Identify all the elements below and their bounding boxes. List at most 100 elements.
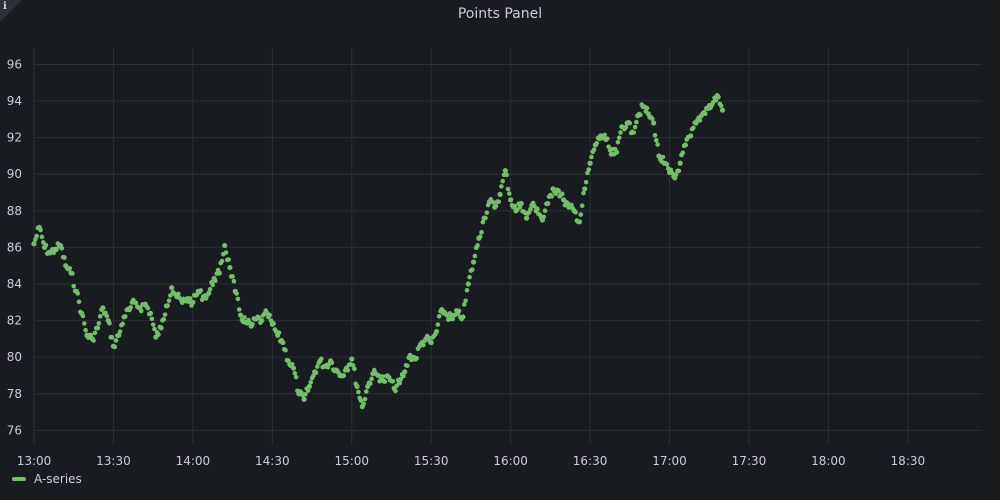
x-tick-label: 15:30: [414, 454, 449, 468]
data-point-jitter: [414, 356, 419, 361]
data-point: [306, 383, 312, 390]
data-point-jitter: [234, 291, 239, 296]
data-point-jitter: [82, 321, 87, 326]
data-point-jitter: [83, 327, 88, 333]
data-point-jitter: [156, 332, 161, 337]
y-tick-label: 92: [7, 131, 22, 145]
data-point-jitter: [483, 215, 488, 221]
data-point-jitter: [350, 363, 356, 368]
data-point-jitter: [62, 255, 67, 260]
data-point-jitter: [113, 338, 119, 343]
data-point-jitter: [484, 210, 490, 215]
data-point-jitter: [499, 184, 504, 189]
data-point-jitter: [161, 317, 167, 322]
data-point-jitter: [362, 396, 368, 402]
data-point-jitter: [585, 170, 590, 176]
data-point-jitter: [231, 278, 237, 284]
data-point-jitter: [653, 138, 659, 143]
x-tick-label: 14:30: [255, 454, 290, 468]
y-tick-label: 86: [7, 240, 22, 254]
data-point-jitter: [605, 136, 610, 141]
data-point-jitter: [236, 307, 242, 312]
data-point-jitter: [76, 299, 82, 305]
data-point-jitter: [213, 278, 218, 284]
data-point-jitter: [293, 374, 299, 380]
data-point: [470, 259, 477, 265]
data-point-jitter: [54, 247, 59, 253]
data-point-jitter: [104, 313, 110, 319]
data-point-jitter: [541, 214, 547, 220]
data-point: [237, 312, 244, 318]
data-point-jitter: [187, 296, 193, 301]
data-point-jitter: [352, 366, 357, 372]
data-point: [677, 160, 683, 166]
data-point-jitter: [368, 381, 373, 386]
info-icon[interactable]: i: [3, 1, 7, 12]
panel-title: Points Panel: [457, 6, 543, 22]
data-point-jitter: [632, 124, 638, 130]
legend-swatch: [12, 477, 26, 481]
data-point: [449, 316, 455, 322]
data-point-jitter: [123, 314, 128, 319]
data-point: [465, 281, 471, 287]
data-point: [719, 107, 726, 113]
data-point-jitter: [420, 342, 426, 348]
data-point-jitter: [426, 335, 431, 340]
data-point-jitter: [401, 373, 406, 379]
data-point: [402, 369, 408, 375]
data-point-jitter: [491, 200, 496, 205]
data-point-jitter: [308, 379, 314, 385]
data-point: [280, 339, 286, 346]
data-point-jitter: [542, 208, 548, 213]
data-point-jitter: [364, 389, 369, 394]
x-tick-label: 17:30: [732, 454, 767, 468]
data-point: [285, 358, 291, 364]
data-point-jitter: [305, 388, 311, 393]
data-point-jitter: [149, 316, 155, 322]
data-point-jitter: [91, 338, 96, 343]
data-point-jitter: [292, 370, 298, 376]
data-point-jitter: [676, 168, 682, 174]
data-point-jitter: [559, 191, 565, 197]
data-point-jitter: [59, 245, 65, 251]
data-point-jitter: [680, 150, 686, 156]
data-point-jitter: [34, 233, 39, 239]
data-point-jitter: [581, 190, 586, 196]
data-point-jitter: [166, 298, 172, 303]
data-point-jitter: [650, 116, 655, 122]
data-point: [523, 215, 530, 221]
data-point-jitter: [664, 162, 670, 167]
data-point-jitter: [311, 373, 316, 379]
data-point-jitter: [691, 125, 696, 131]
data-point-jitter: [504, 172, 509, 178]
data-point-jitter: [313, 370, 319, 376]
data-point-jitter: [165, 303, 171, 308]
data-point-jitter: [618, 130, 623, 135]
y-tick-label: 96: [7, 57, 22, 71]
data-point-jitter: [283, 347, 288, 353]
data-point-jitter: [138, 308, 144, 314]
data-point: [428, 339, 434, 346]
data-point-jitter: [242, 315, 247, 320]
data-point: [688, 133, 694, 139]
data-point-jitter: [475, 243, 480, 248]
data-point-jitter: [456, 308, 462, 314]
data-point-jitter: [361, 401, 366, 407]
data-point-jitter: [267, 312, 272, 318]
panel-corner: [0, 0, 22, 22]
data-point-jitter: [447, 311, 453, 316]
data-point-jitter: [436, 314, 442, 319]
data-point-jitter: [75, 291, 80, 296]
legend[interactable]: A-series: [12, 472, 82, 486]
data-point-jitter: [358, 398, 364, 403]
data-point: [301, 396, 307, 402]
data-point: [169, 285, 175, 291]
data-point-jitter: [390, 378, 396, 384]
data-point-jitter: [398, 376, 404, 382]
data-point-jitter: [405, 363, 410, 369]
data-point-jitter: [589, 154, 594, 160]
data-point-jitter: [150, 322, 156, 327]
data-point-jitter: [33, 237, 38, 242]
data-point-jitter: [226, 257, 231, 262]
data-point-jitter: [479, 229, 484, 235]
